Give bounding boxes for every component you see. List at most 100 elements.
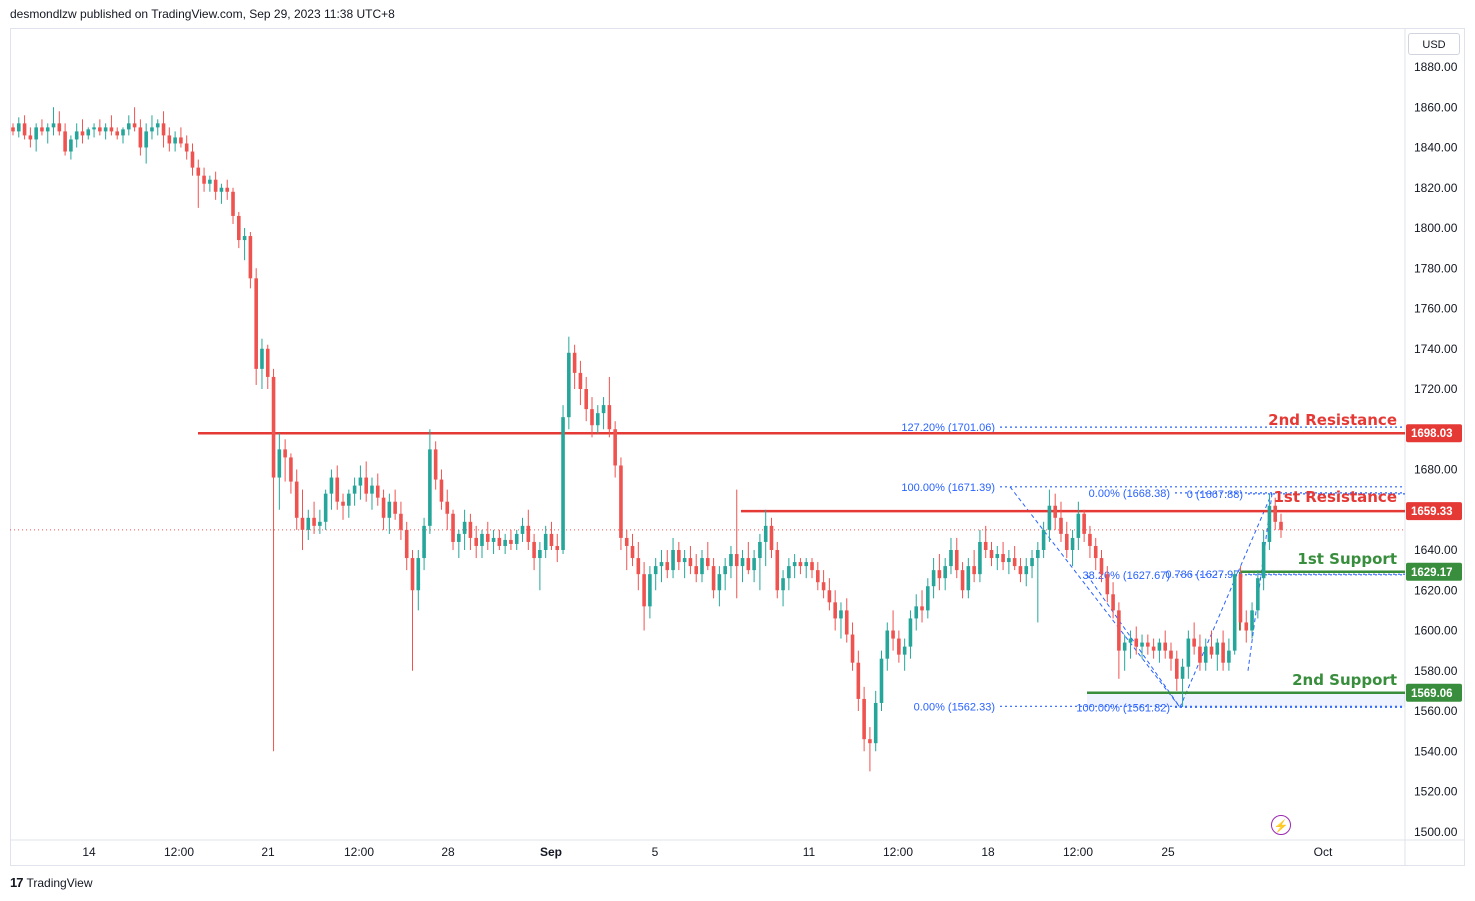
candle-body [1267,505,1272,542]
y-tick-label: 1520.00 [1414,785,1458,799]
level-title: 1st Resistance [1273,488,1397,506]
x-tick-label: 12:00 [164,845,194,859]
y-tick-label: 1800.00 [1414,221,1458,235]
candle-body [1088,533,1092,546]
candle-body [1007,558,1011,563]
candle-body [850,634,855,663]
candle-body [509,539,513,544]
candle-body [549,533,554,546]
candle-body [248,236,253,279]
candle-body [387,501,392,518]
candle-body [341,501,345,506]
candle-body [150,127,154,132]
y-tick-label: 1880.00 [1414,60,1458,74]
candle-body [781,578,785,591]
candle-body [1157,642,1162,651]
candle-body [734,554,739,567]
candle-body [833,602,837,619]
y-tick-label: 1640.00 [1414,543,1458,557]
candle-body [86,129,91,136]
candle-body [179,137,183,144]
x-tick-label: 12:00 [1063,845,1093,859]
candle-body [92,127,96,130]
x-tick-label: 12:00 [883,845,913,859]
candle-body [28,135,33,140]
candle-body [323,493,328,522]
candle-body [983,541,988,550]
candle-body [601,405,606,414]
candle-body [1169,650,1173,659]
level-title: 2nd Support [1292,671,1397,689]
candle-body [1076,513,1081,538]
candle-body [567,352,571,418]
tradingview-logo[interactable]: 17 TradingView [10,875,93,890]
candle-body [1059,517,1063,534]
candle-body [653,566,658,575]
candle-body [318,521,322,526]
candle-body [497,537,502,546]
candle-body [1198,646,1202,663]
y-tick-label: 1540.00 [1414,744,1458,758]
candle-body [798,562,803,567]
fib-level-label: 0.786 (1627.97) [1165,569,1243,581]
candle-body [202,175,206,184]
currency-selector[interactable]: USD [1408,33,1460,55]
candle-body [45,127,50,132]
candle-body [972,566,976,575]
candle-body [1180,666,1185,679]
candle-body [115,131,120,136]
fib-trend-line [1086,574,1181,708]
candle-body [949,550,953,567]
candle-body [1261,541,1266,579]
candle-body [445,501,450,514]
lightning-icon[interactable]: ⚡ [1271,815,1291,835]
candle-body [538,550,542,559]
candle-body [682,558,687,563]
candle-body [636,558,641,575]
candle-body [879,658,884,703]
candle-body [74,131,79,140]
candle-body [514,533,519,544]
candle-body [520,525,525,534]
candle-body [769,525,774,550]
y-tick-label: 1740.00 [1414,342,1458,356]
candle-body [306,517,311,530]
candle-body [69,139,73,152]
candle-body [352,485,357,494]
candle-body [1227,650,1231,663]
candle-body [873,702,878,744]
fib-level-label: 0.00% (1562.33) [914,701,995,713]
candle-body [885,630,890,659]
candle-body [155,123,160,128]
candle-body [1099,558,1104,575]
candle-body [1070,537,1075,550]
x-axis[interactable]: 14 12:00 21 12:00 28 Sep 5 11 12:00 18 12:00 25 Oct [82,845,1333,859]
fib-zone [1087,692,1405,708]
candle-body [920,606,924,611]
candle-body [804,562,809,567]
candle-body [746,558,751,571]
x-tick-label: 11 [803,845,816,859]
candle-body [717,574,722,591]
candle-body [943,566,947,579]
candle-body [561,417,565,550]
candle-body [1232,574,1237,651]
y-axis[interactable]: 1880.00 1860.00 1840.00 1820.00 1800.00 1780.… [1414,60,1458,839]
candle-body [381,497,386,518]
candle-body [1012,558,1017,567]
price-tag-label: 1629.17 [1411,567,1453,579]
candle-body [329,477,334,494]
candle-body [526,525,531,542]
tradingview-logo-text: TradingView [26,875,93,890]
candle-body [184,143,189,152]
candle-body [723,566,727,575]
candle-body [862,698,866,740]
candle-body [16,123,21,132]
candle-body [1041,529,1046,550]
candle-body [237,215,241,241]
candle-body [503,539,507,546]
candle-body [132,123,137,128]
candle-body [1047,505,1052,530]
candle-body [700,558,704,575]
